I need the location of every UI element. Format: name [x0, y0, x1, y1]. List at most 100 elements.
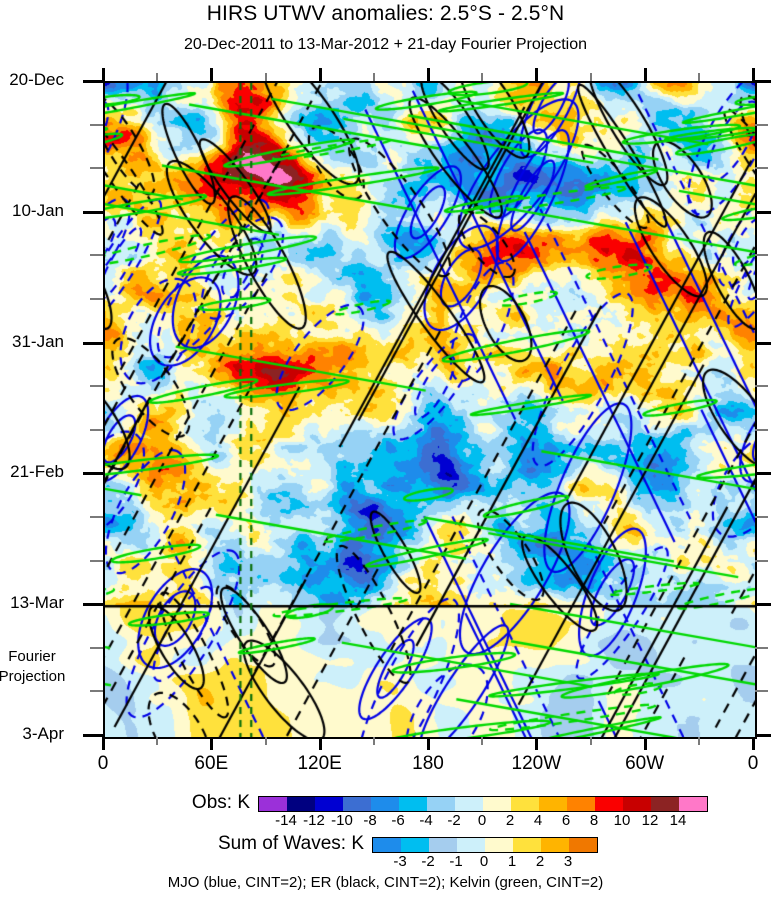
axis-tick-minor	[90, 385, 103, 388]
x-axis-label: 60W	[625, 753, 665, 774]
axis-tick-minor	[90, 690, 103, 693]
colorbar-swatch	[343, 797, 371, 811]
axis-tick-minor	[481, 737, 484, 745]
wave-contours-canvas	[105, 83, 755, 737]
axis-tick-minor	[755, 559, 768, 562]
y-axis-label: 3-Apr	[22, 724, 64, 743]
axis-tick-major	[210, 737, 214, 750]
colorbar-swatch	[455, 797, 483, 811]
colorbar-tick-label: -6	[391, 812, 405, 829]
colorbar-tick-label: 4	[533, 812, 543, 829]
axis-tick-minor	[90, 559, 103, 562]
colorbar-tick-label: -14	[275, 812, 297, 829]
axis-tick-major	[535, 737, 539, 750]
colorbar-swatch	[539, 797, 567, 811]
colorbar-tick-label: 1	[507, 853, 517, 870]
axis-tick-major	[102, 68, 105, 81]
colorbar-tick-label: 10	[613, 812, 631, 829]
colorbar-tick-label: 14	[669, 812, 687, 829]
axis-tick-major	[83, 210, 103, 214]
colorbar-tick-label: -4	[419, 812, 433, 829]
x-axis-label: 120E	[297, 753, 342, 774]
colorbar-swatch	[569, 838, 597, 852]
axis-tick-minor	[156, 73, 159, 81]
colorbar-swatch	[429, 838, 457, 852]
y-axis-label: 21-Feb	[10, 462, 64, 482]
axis-tick-minor	[755, 254, 768, 257]
colorbar-title: Sum of Waves: K	[217, 833, 364, 854]
axis-tick-minor	[755, 646, 768, 649]
colorbar-swatch	[483, 797, 511, 811]
colorbar-swatches	[258, 796, 708, 812]
colorbar-swatch	[427, 797, 455, 811]
colorbar-tick-label: 8	[589, 812, 599, 829]
axis-tick-minor	[90, 298, 103, 300]
fourier-projection-annotation: Projection	[0, 668, 66, 686]
axis-tick-major	[755, 734, 771, 737]
axis-tick-major	[643, 737, 647, 750]
axis-tick-major	[427, 737, 430, 750]
colorbar-title: Obs: K	[191, 792, 250, 813]
colorbar-tick-label: 2	[505, 812, 515, 829]
colorbar-swatch	[485, 838, 513, 852]
x-axis-label: 180	[412, 753, 444, 774]
wave-legend-caption: MJO (blue, CINT=2); ER (black, CINT=2); …	[167, 874, 604, 891]
colorbar-tick-label: -10	[331, 812, 353, 829]
x-axis-label: 0	[97, 753, 109, 774]
colorbar-tick-label: 6	[561, 812, 571, 829]
colorbar-tick-label: 3	[563, 853, 573, 870]
axis-tick-minor	[755, 516, 768, 518]
colorbar-swatch	[399, 797, 427, 811]
axis-tick-major	[427, 68, 430, 81]
page-subtitle: 20-Dec-2011 to 13-Mar-2012 + 21-day Four…	[183, 36, 588, 53]
axis-tick-major	[83, 734, 103, 737]
colorbar-tick-label: 0	[477, 812, 487, 829]
page-title: HIRS UTWV anomalies: 2.5°S - 2.5°N	[206, 2, 565, 25]
axis-tick-minor	[589, 73, 592, 81]
axis-tick-minor	[755, 167, 768, 170]
colorbar-swatch	[401, 838, 429, 852]
colorbar-tick-label: -2	[421, 853, 435, 870]
axis-tick-major	[755, 80, 771, 83]
axis-tick-major	[755, 472, 771, 476]
axis-tick-minor	[755, 123, 768, 126]
axis-tick-minor	[372, 73, 375, 81]
axis-tick-minor	[264, 737, 267, 745]
colorbar-tick-label: -12	[303, 812, 325, 829]
colorbar-swatch	[541, 838, 569, 852]
y-axis-label: 13-Mar	[10, 593, 64, 613]
axis-tick-major	[755, 341, 771, 345]
colorbar-tick-label: -3	[393, 853, 407, 870]
axis-tick-major	[83, 341, 103, 345]
axis-tick-major	[83, 603, 103, 607]
axis-tick-minor	[156, 737, 159, 745]
axis-tick-minor	[90, 646, 103, 649]
colorbar-swatch	[373, 838, 401, 852]
colorbar-swatch	[513, 838, 541, 852]
colorbar-swatch	[259, 797, 287, 811]
axis-tick-minor	[697, 737, 700, 745]
colorbar-swatch	[679, 797, 707, 811]
colorbar-tick-label: 2	[535, 853, 545, 870]
axis-tick-major	[318, 68, 322, 81]
axis-tick-major	[755, 210, 771, 214]
fourier-projection-annotation: Fourier	[8, 648, 56, 666]
axis-tick-minor	[90, 516, 103, 518]
axis-tick-major	[102, 737, 105, 750]
y-axis-label: 31-Jan	[12, 331, 64, 351]
colorbar-tick-label: -2	[447, 812, 461, 829]
colorbar-swatch	[457, 838, 485, 852]
colorbar-swatch	[287, 797, 315, 811]
hovmoller-plot	[103, 81, 757, 739]
axis-tick-major	[83, 80, 103, 83]
y-axis-label: 10-Jan	[12, 200, 64, 220]
axis-tick-minor	[372, 737, 375, 745]
axis-tick-minor	[90, 428, 103, 431]
axis-tick-major	[755, 603, 771, 607]
axis-tick-major	[752, 737, 755, 750]
axis-tick-minor	[481, 73, 484, 81]
axis-tick-minor	[697, 73, 700, 81]
x-axis-label: 120W	[511, 753, 562, 774]
axis-tick-major	[83, 472, 103, 476]
axis-tick-minor	[90, 167, 103, 170]
